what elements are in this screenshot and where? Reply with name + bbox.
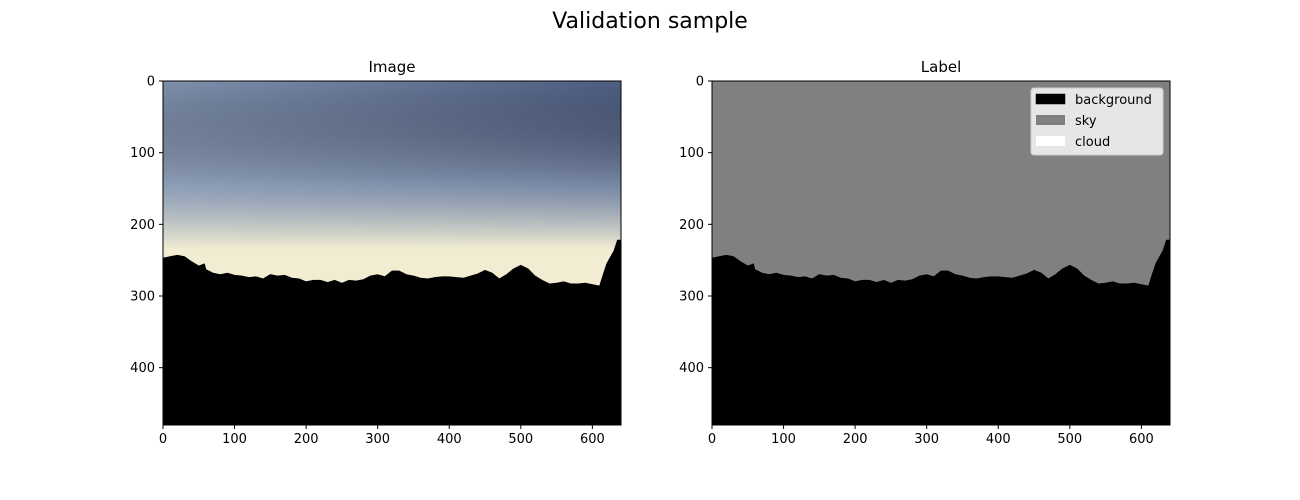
legend-label-sky: sky [1075,114,1097,129]
label-y-tick-label: 200 [679,218,704,233]
label-axes: Label 0 100 200 300 400 500 600 0100200300400 … [679,58,1171,447]
label-x-tick-label: 300 [914,432,939,447]
image-y-tick-label: 100 [130,146,155,161]
label-y-tick-label: 300 [679,290,704,305]
image-y-tick-label: 300 [130,290,155,305]
image-x-tick-label: 200 [294,432,319,447]
label-y-ticks: 0 100 200 300 400 [679,75,712,376]
image-y-tick-label: 400 [130,361,155,376]
legend: background sky cloud [1030,87,1164,156]
label-y-tick-label: 0 [696,75,704,90]
image-x-ticks: 0 100 200 300 400 500 600 [159,425,605,447]
image-x-tick-label: 400 [437,432,462,447]
image-sky-glow [163,81,621,291]
image-x-tick-label: 0 [159,432,167,447]
label-axes-frame [711,80,1171,426]
label-axes-title: Label [921,58,961,76]
label-background-region [712,239,1170,425]
image-y-tick-label: 200 [130,218,155,233]
image-x-tick-label: 100 [222,432,247,447]
image-x-tick-label: 500 [508,432,533,447]
label-x-tick-label: 400 [986,432,1011,447]
legend-label-cloud: cloud [1075,135,1110,150]
label-y-tick-label: 400 [679,361,704,376]
label-x-ticks: 0 100 200 300 400 500 600 [708,425,1154,447]
legend-swatch-background [1035,93,1066,105]
figure-title: Validation sample [552,9,748,34]
image-y-ticks: 0 100 200 300 400 [130,75,163,376]
image-y-tick-label: 0 [147,75,155,90]
label-x-tick-label: 0 [708,432,716,447]
label-x-tick-label: 100 [771,432,796,447]
label-x-tick-label: 200 [843,432,868,447]
label-x-tick-label: 600 [1129,432,1154,447]
image-axes: Image 0 100 200 300 400 500 600 0 100 200 300 400 [130,58,622,447]
legend-swatch-cloud [1036,136,1065,146]
legend-label-background: background [1075,93,1152,108]
image-x-tick-label: 600 [580,432,605,447]
label-y-tick-label: 100 [679,146,704,161]
legend-swatch-sky [1036,115,1065,125]
image-axes-frame [162,80,622,426]
label-x-tick-label: 500 [1057,432,1082,447]
image-x-tick-label: 300 [365,432,390,447]
image-axes-title: Image [369,58,416,76]
image-ground-silhouette [163,239,621,425]
